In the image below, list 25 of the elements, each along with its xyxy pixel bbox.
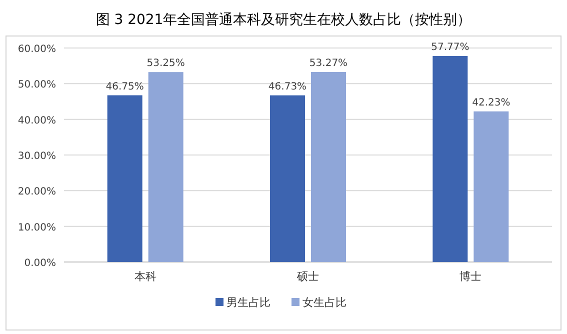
x-tick-label: 博士	[460, 270, 482, 283]
y-tick-label: 40.00%	[18, 115, 56, 126]
y-tick-label: 0.00%	[24, 258, 56, 269]
data-label: 46.73%	[268, 81, 307, 92]
data-label: 53.25%	[146, 58, 185, 70]
y-tick-label: 30.00%	[18, 151, 56, 162]
y-tick-label: 50.00%	[18, 80, 56, 91]
x-tick-label: 本科	[134, 270, 156, 283]
x-tick-label: 硕士	[296, 270, 319, 283]
y-tick-label: 20.00%	[18, 186, 56, 198]
bar	[270, 95, 305, 262]
y-tick-label: 10.00%	[18, 222, 56, 234]
data-label: 53.27%	[309, 58, 348, 70]
data-label: 57.77%	[431, 42, 470, 53]
legend-label: 女生占比	[302, 296, 346, 309]
bar	[432, 56, 468, 262]
legend-label: 男生占比	[226, 296, 270, 309]
y-tick-label: 60.00%	[18, 44, 56, 55]
bar	[311, 72, 346, 262]
bar	[148, 72, 184, 262]
bar	[474, 111, 509, 262]
chart-title: 图 3 2021年全国普通本科及研究生在校人数占比（按性别）	[96, 11, 472, 28]
data-label: 42.23%	[472, 97, 510, 108]
data-label: 46.75%	[106, 81, 144, 92]
bar	[107, 95, 142, 262]
